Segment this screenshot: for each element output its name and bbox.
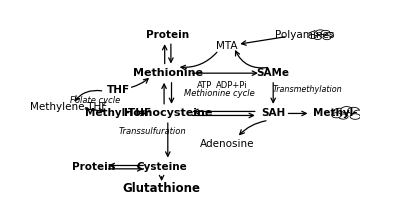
Text: Transmethylation: Transmethylation: [272, 85, 342, 94]
Circle shape: [323, 35, 331, 40]
Circle shape: [338, 114, 348, 119]
Text: ADP+Pi: ADP+Pi: [216, 81, 247, 90]
Text: SAMe: SAMe: [257, 68, 290, 78]
Text: Folate cycle: Folate cycle: [70, 96, 120, 105]
Circle shape: [348, 107, 359, 114]
Text: Methyl-: Methyl-: [313, 108, 358, 118]
Text: Polyamines: Polyamines: [274, 30, 334, 39]
Text: Protein: Protein: [146, 30, 189, 39]
Text: SAH: SAH: [261, 108, 285, 118]
Text: ATP: ATP: [197, 81, 213, 90]
Text: Cysteine: Cysteine: [136, 162, 187, 172]
Text: Methylene-THF: Methylene-THF: [30, 102, 107, 112]
Circle shape: [332, 113, 341, 118]
Text: Methyl-THF: Methyl-THF: [85, 108, 151, 118]
Circle shape: [350, 114, 360, 119]
Circle shape: [354, 110, 364, 116]
Circle shape: [326, 32, 334, 37]
Circle shape: [310, 31, 320, 37]
Text: Methionine: Methionine: [133, 68, 203, 78]
Text: Homocysteine: Homocysteine: [124, 108, 212, 118]
Text: Adenosine: Adenosine: [200, 139, 254, 149]
Circle shape: [309, 34, 316, 39]
Text: Methionine cycle: Methionine cycle: [184, 89, 254, 98]
Text: Protein: Protein: [72, 162, 115, 172]
Circle shape: [321, 30, 330, 35]
Circle shape: [333, 108, 347, 116]
Text: MTA: MTA: [216, 41, 238, 51]
Circle shape: [316, 30, 325, 35]
Circle shape: [341, 107, 352, 113]
Text: Glutathione: Glutathione: [122, 182, 200, 196]
Circle shape: [314, 36, 321, 39]
Text: Transsulfuration: Transsulfuration: [118, 127, 186, 136]
Text: THF: THF: [107, 85, 130, 95]
